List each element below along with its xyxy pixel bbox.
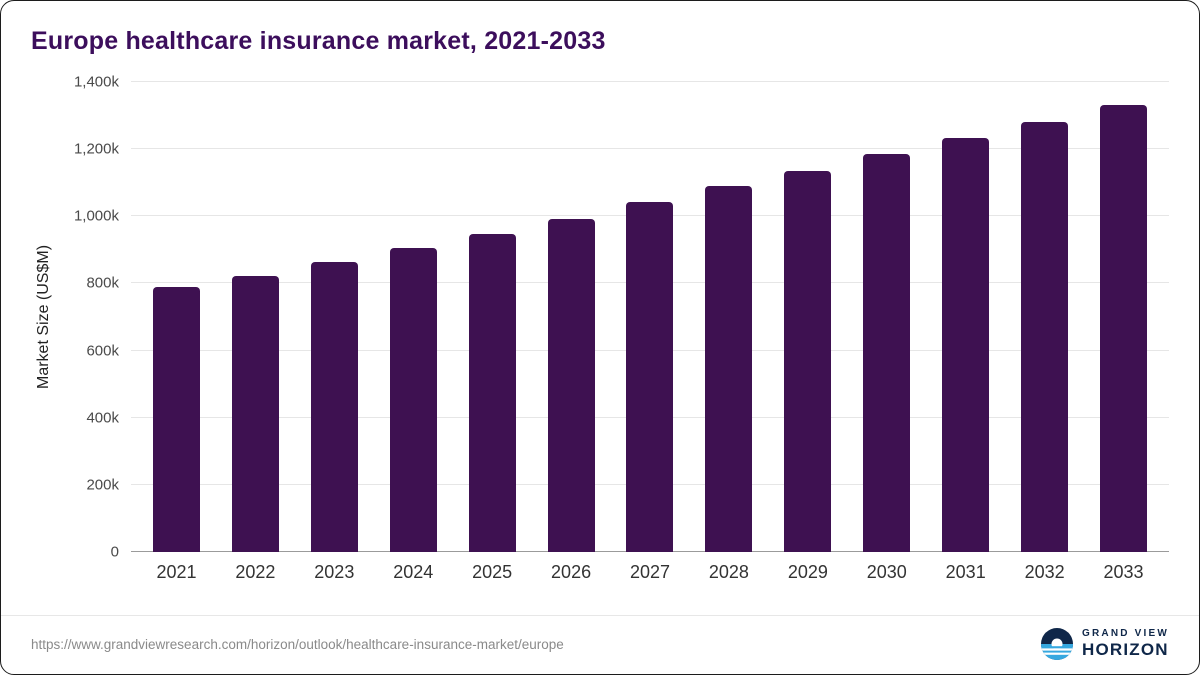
footer: https://www.grandviewresearch.com/horizo…: [1, 615, 1199, 674]
y-tick-label: 1,400k: [73, 73, 119, 91]
source-url: https://www.grandviewresearch.com/horizo…: [31, 636, 564, 652]
y-tick-label: 1,200k: [73, 140, 119, 158]
bar-2033: [1100, 104, 1148, 552]
grand-view-horizon-logo: GRAND VIEW HORIZON: [1041, 628, 1169, 660]
bar-cell-2029: [768, 82, 847, 552]
bar-chart: Market Size (US$M) 0 200k 400k 600k 800k 1,00…: [35, 74, 1169, 583]
logo-text-bottom: HORIZON: [1082, 640, 1169, 659]
bar-cell-2028: [689, 82, 768, 552]
x-axis-labels: 2021 2022 2023 2024 2025 2026 2027 2028 2029 2030…: [131, 562, 1169, 583]
logo-text: GRAND VIEW HORIZON: [1082, 628, 1169, 660]
bar-2026: [547, 218, 595, 552]
x-tick-label-2029: 2029: [787, 562, 828, 582]
y-tick-label: 800k: [86, 274, 119, 292]
bar-cell-2023: [295, 82, 374, 552]
bar-cell-2025: [453, 82, 532, 552]
bar-cell-2022: [216, 82, 295, 552]
bar-2028: [705, 186, 753, 552]
bar-2027: [626, 201, 674, 552]
x-tick-label-2021: 2021: [156, 562, 197, 582]
bar-cell-2032: [1005, 82, 1084, 552]
x-tick-label-2022: 2022: [235, 562, 276, 582]
bar-2032: [1021, 121, 1069, 552]
bar-2025: [468, 233, 516, 552]
gridline: [131, 81, 1169, 82]
bars-row: [131, 82, 1169, 552]
x-tick-label-2033: 2033: [1103, 562, 1144, 582]
bar-2030: [863, 153, 911, 552]
x-tick-label-2024: 2024: [393, 562, 434, 582]
bar-cell-2031: [926, 82, 1005, 552]
bar-2024: [389, 248, 437, 552]
horizon-globe-icon: [1041, 628, 1073, 660]
plot-area: 0 200k 400k 600k 800k 1,000k 1,200k 1,400k: [74, 74, 1169, 561]
bar-cell-2027: [611, 82, 690, 552]
x-tick-label-2030: 2030: [866, 562, 907, 582]
y-tick-label: 0: [110, 543, 119, 561]
y-axis-title: Market Size (US$M): [35, 244, 52, 390]
x-tick-label-2028: 2028: [708, 562, 749, 582]
x-tick-label-2027: 2027: [629, 562, 671, 582]
bar-2031: [942, 138, 990, 552]
page-title: Europe healthcare insurance market, 2021…: [31, 27, 606, 55]
gridline: [131, 148, 1169, 150]
bar-cell-2021: [137, 82, 216, 552]
bar-2023: [310, 262, 358, 552]
bar-2021: [152, 286, 200, 552]
y-tick-label: 1,000k: [73, 207, 119, 225]
x-tick-label-2032: 2032: [1024, 562, 1065, 582]
y-tick-label: 200k: [86, 476, 119, 494]
x-tick-label-2026: 2026: [551, 562, 592, 582]
y-tick-label: 600k: [86, 342, 119, 360]
bar-cell-2026: [532, 82, 611, 552]
bar-2022: [231, 275, 279, 552]
y-tick-label: 400k: [86, 409, 119, 427]
x-tick-label-2031: 2031: [945, 562, 986, 582]
bar-cell-2024: [374, 82, 453, 552]
bar-2029: [784, 170, 832, 552]
x-tick-label-2025: 2025: [472, 562, 513, 582]
bar-cell-2033: [1084, 82, 1163, 552]
logo-text-top: GRAND VIEW: [1082, 628, 1169, 639]
x-tick-label-2023: 2023: [314, 562, 355, 582]
bar-cell-2030: [847, 82, 926, 552]
